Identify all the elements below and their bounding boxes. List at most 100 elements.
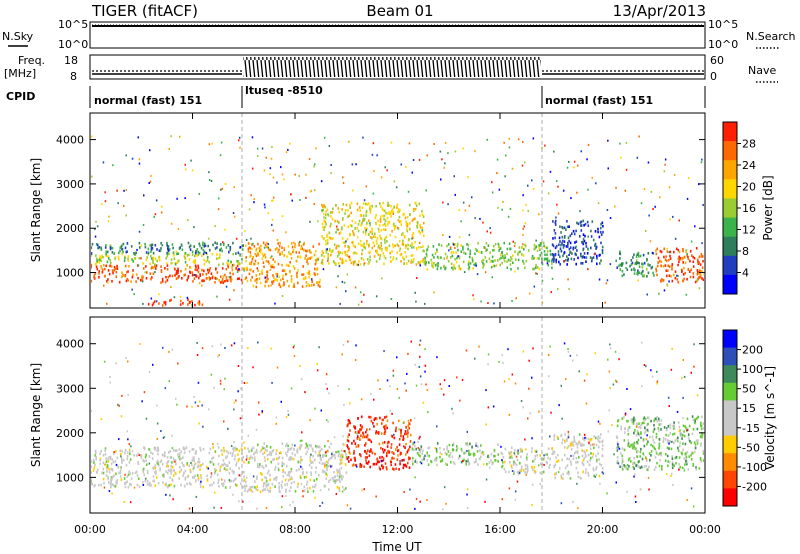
- data-cell: [308, 272, 310, 275]
- noise-cell: [517, 449, 519, 452]
- data-cell: [421, 458, 424, 462]
- data-cell: [187, 475, 189, 479]
- noise-cell: [125, 154, 127, 157]
- noise-cell: [413, 417, 416, 420]
- data-cell: [518, 246, 521, 249]
- noise-cell: [587, 268, 589, 271]
- data-cell: [340, 466, 343, 470]
- data-cell: [117, 466, 120, 469]
- noise-cell: [538, 464, 540, 467]
- data-cell: [245, 256, 247, 259]
- noise-cell: [514, 382, 517, 385]
- data-cell: [522, 468, 525, 472]
- noise-cell: [220, 141, 223, 144]
- noise-cell: [573, 166, 575, 169]
- data-cell: [532, 267, 534, 271]
- noise-cell: [232, 212, 235, 214]
- data-cell: [385, 211, 387, 215]
- data-cell: [245, 484, 248, 488]
- noise-cell: [560, 384, 562, 387]
- data-cell: [483, 246, 485, 249]
- data-cell: [384, 241, 386, 244]
- data-cell: [235, 267, 237, 270]
- noise-cell: [645, 438, 648, 441]
- data-cell: [596, 254, 598, 258]
- noise-cell: [386, 169, 388, 172]
- data-cell: [376, 242, 378, 245]
- data-cell: [540, 462, 542, 466]
- data-cell: [382, 208, 384, 212]
- noise-cell: [219, 379, 222, 382]
- data-cell: [534, 246, 536, 250]
- data-cell: [266, 241, 268, 245]
- data-cell: [187, 276, 189, 280]
- power-colorbar-label: Power [dB]: [761, 175, 775, 240]
- noise-cell: [460, 220, 462, 223]
- noise-cell: [547, 354, 550, 356]
- data-cell: [623, 273, 625, 276]
- data-cell: [91, 480, 92, 483]
- data-cell: [290, 257, 293, 260]
- noise-cell: [482, 463, 485, 466]
- data-cell: [167, 275, 170, 279]
- data-cell: [694, 421, 696, 425]
- data-cell: [297, 281, 299, 285]
- data-cell: [586, 449, 588, 452]
- data-cell: [282, 277, 284, 281]
- data-cell: [633, 441, 636, 445]
- noise-cell: [522, 243, 524, 246]
- data-cell: [569, 246, 572, 249]
- data-cell: [387, 449, 389, 453]
- colorbar-tick-label: 12: [742, 224, 756, 237]
- noise-cell: [251, 136, 254, 139]
- data-cell: [334, 456, 336, 460]
- noise-cell: [381, 459, 383, 462]
- data-cell: [669, 432, 672, 435]
- noise-cell: [208, 179, 211, 181]
- data-cell: [282, 470, 284, 474]
- data-cell: [274, 278, 277, 281]
- data-cell: [451, 455, 454, 459]
- noise-cell: [292, 501, 294, 504]
- data-cell: [183, 484, 186, 488]
- data-cell: [281, 263, 283, 267]
- data-cell: [367, 258, 369, 261]
- data-cell: [182, 302, 184, 305]
- data-cell: [386, 451, 388, 455]
- data-cell: [288, 474, 291, 478]
- data-cell: [389, 251, 391, 255]
- data-cell: [222, 459, 225, 462]
- data-cell: [595, 467, 597, 471]
- data-cell: [421, 209, 423, 213]
- data-cell: [145, 463, 148, 466]
- data-cell: [156, 248, 158, 251]
- data-cell: [631, 417, 634, 421]
- data-cell: [184, 251, 187, 255]
- data-cell: [360, 465, 362, 468]
- data-cell: [350, 211, 352, 215]
- data-cell: [619, 252, 622, 256]
- data-cell: [312, 454, 314, 458]
- data-cell: [627, 432, 630, 436]
- data-cell: [143, 473, 145, 477]
- data-cell: [437, 261, 439, 265]
- data-cell: [340, 461, 343, 465]
- noise-cell: [453, 243, 455, 246]
- data-cell: [457, 457, 460, 460]
- data-cell: [579, 442, 582, 445]
- data-cell: [563, 226, 566, 230]
- data-cell: [100, 265, 102, 268]
- data-cell: [543, 457, 546, 460]
- data-cell: [290, 278, 293, 281]
- data-cell: [379, 456, 381, 459]
- data-cell: [419, 450, 422, 454]
- data-cell: [394, 463, 397, 466]
- noise-cell: [468, 260, 470, 263]
- data-cell: [679, 434, 682, 437]
- data-cell: [368, 219, 370, 222]
- data-cell: [507, 258, 510, 262]
- data-cell: [119, 249, 121, 253]
- data-cell: [660, 279, 662, 282]
- data-cell: [657, 261, 659, 264]
- data-cell: [360, 243, 362, 247]
